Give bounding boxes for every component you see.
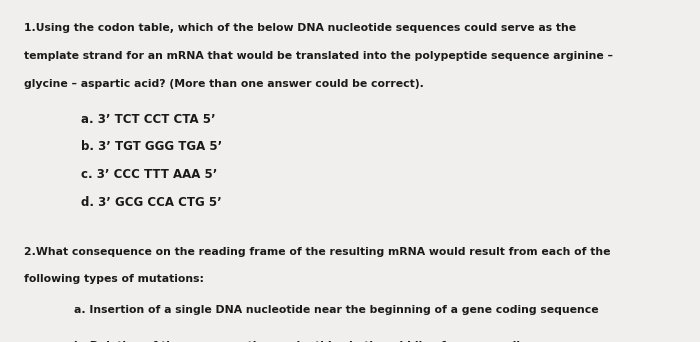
Text: 2.What consequence on the reading frame: 2.What consequence on the reading frame — [0, 341, 1, 342]
Text: template strand for an mRNA that would be translated into the polypeptide sequen: template strand for an mRNA that would b… — [24, 51, 613, 61]
Text: 2.What consequence on the reading frame of the resulting mRNA would result from : 2.What consequence on the reading frame … — [24, 247, 610, 256]
Text: 2.What consequence on the: 2.What consequence on the — [0, 341, 1, 342]
Text: c. 3’ CCC TTT AAA 5’: c. 3’ CCC TTT AAA 5’ — [81, 168, 218, 181]
Text: a. Insertion of a single DNA nucleotide near the beginning of a gene coding sequ: a. Insertion of a single DNA nucleotide … — [74, 305, 599, 315]
Text: 1.Using the codon table, which of the below DNA nucleotide sequences could serve: 1.Using the codon table, which of the be… — [24, 23, 576, 33]
Text: b. 3’ TGT GGG TGA 5’: b. 3’ TGT GGG TGA 5’ — [81, 141, 223, 154]
Text: following types of mutations:: following types of mutations: — [24, 274, 204, 285]
Text: glycine – aspartic acid? (More than one answer could be correct).: glycine – aspartic acid? (More than one … — [24, 79, 424, 89]
Text: a. 3’ TCT CCT CTA 5’: a. 3’ TCT CCT CTA 5’ — [81, 113, 216, 126]
Text: b. Deletion of three consecutive nucleotides in the middle of a gene coding sequ: b. Deletion of three consecutive nucleot… — [74, 341, 598, 342]
Text: d. 3’ GCG CCA CTG 5’: d. 3’ GCG CCA CTG 5’ — [81, 196, 222, 209]
